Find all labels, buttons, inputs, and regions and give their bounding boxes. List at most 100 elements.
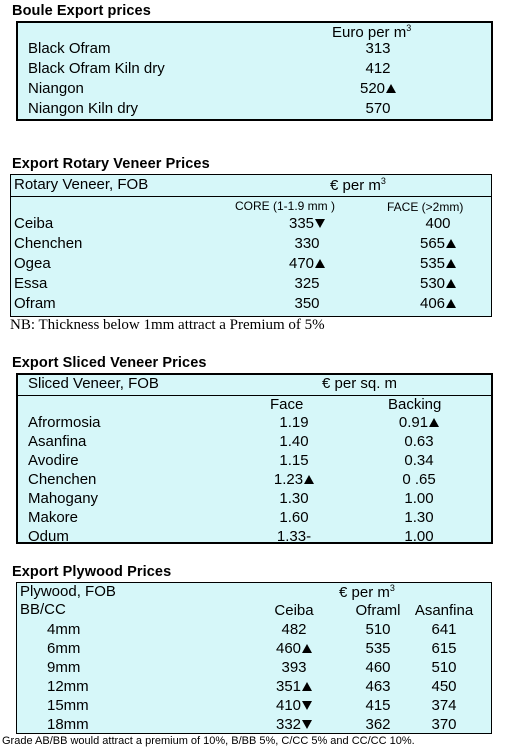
rotary-row-core: 470	[267, 255, 347, 272]
plywood-row-size: 12mm	[47, 678, 89, 695]
plywood-row-value: 374	[431, 697, 457, 714]
plywood-row-size: 4mm	[47, 621, 81, 638]
rotary-row-core: 335	[267, 215, 347, 232]
rotary-note: NB: Thickness below 1mm attract a Premiu…	[10, 317, 325, 333]
sliced-row-name: Afrormosia	[28, 414, 101, 431]
rotary-row-face: 406	[403, 295, 473, 312]
rotary-row-name: Chenchen	[14, 235, 83, 252]
sliced-row-backing: 1.00	[404, 528, 434, 545]
sliced-col-backing: Backing	[388, 396, 442, 413]
sliced-row-backing: 0.63	[404, 433, 434, 450]
plywood-row-value: 362	[365, 716, 391, 733]
sliced-row-name: Asanfina	[28, 433, 87, 450]
rotary-row-face: 535	[403, 255, 473, 272]
plywood-row-value: 415	[365, 697, 391, 714]
boule-table: Euro per m3 Black Ofram 313 Black Ofram Ki…	[16, 21, 493, 121]
sliced-title: Export Sliced Veneer Prices	[12, 355, 207, 371]
plywood-row-value: 351	[259, 678, 329, 695]
boule-row-name: Niangon Kiln dry	[28, 100, 139, 117]
plywood-row-value: 332	[259, 716, 329, 733]
plywood-row-size: 18mm	[47, 716, 89, 733]
plywood-row-value: 450	[431, 678, 457, 695]
plywood-row-value: 641	[431, 621, 457, 638]
sliced-row-face: 1.30	[279, 490, 309, 507]
plywood-row-value: 535	[365, 640, 391, 657]
plywood-row-value: 393	[281, 659, 307, 676]
sliced-header: Sliced Veneer, FOB	[28, 375, 159, 392]
plywood-row-value: 410	[259, 697, 329, 714]
boule-row-name: Niangon	[28, 80, 84, 97]
plywood-row-value: 463	[365, 678, 391, 695]
sliced-row-backing: 0.91	[374, 414, 464, 431]
rotary-unit-label: € per m	[330, 177, 381, 194]
plywood-title: Export Plywood Prices	[12, 564, 172, 580]
rotary-row-name: Essa	[14, 275, 48, 292]
sliced-row-face: 1.33-	[276, 528, 312, 545]
sliced-row-face: 1.40	[279, 433, 309, 450]
rotary-table: Rotary Veneer, FOB € per m3 CORE (1-1.9 …	[10, 174, 492, 317]
sliced-row-backing: 1.00	[404, 490, 434, 507]
plywood-row-size: 15mm	[47, 697, 89, 714]
sliced-unit: € per sq. m	[322, 375, 398, 392]
plywood-row-value: 482	[281, 621, 307, 638]
plywood-row-value: 510	[365, 621, 391, 638]
boule-unit: Euro per m3	[332, 23, 411, 41]
boule-row-name: Black Ofram Kiln dry	[28, 60, 165, 77]
sliced-row-backing: 0.34	[404, 452, 434, 469]
plywood-row-value: 615	[431, 640, 457, 657]
sliced-row-face: 1.23	[254, 471, 334, 488]
rotary-row-core: 325	[294, 275, 320, 292]
plywood-col-header: Oframl	[355, 602, 401, 619]
plywood-row-value: 510	[431, 659, 457, 676]
sliced-row-face: 1.19	[279, 414, 309, 431]
plywood-col-header: Asanfina	[414, 602, 474, 619]
rotary-col-core: CORE (1-1.9 mm )	[235, 199, 336, 213]
boule-row-price: 520	[338, 80, 418, 97]
boule-unit-label: Euro per m	[332, 24, 407, 41]
plywood-unit-sup: 3	[389, 583, 395, 593]
rotary-col-face: FACE (>2mm)	[387, 200, 464, 214]
boule-row-price: 570	[365, 100, 391, 117]
sliced-row-backing: 1.30	[404, 509, 434, 526]
boule-row-price: 313	[365, 40, 391, 57]
sliced-row-name: Chenchen	[28, 471, 97, 488]
plywood-header: Plywood, FOB	[20, 583, 116, 600]
plywood-row-size: 9mm	[47, 659, 81, 676]
sliced-header-row: Sliced Veneer, FOB € per sq. m	[18, 375, 491, 396]
sliced-col-face: Face	[270, 396, 304, 413]
plywood-row-value: 460	[259, 640, 329, 657]
plywood-col-header: Ceiba	[274, 602, 314, 619]
plywood-row-value: 460	[365, 659, 391, 676]
plywood-note: Grade AB/BB would attract a premium of 1…	[2, 735, 415, 747]
plywood-row-value: 370	[431, 716, 457, 733]
rotary-row-core: 330	[294, 235, 320, 252]
sliced-row-face: 1.15	[279, 452, 309, 469]
rotary-row-face: 400	[425, 215, 451, 232]
rotary-row-core: 350	[294, 295, 320, 312]
sliced-row-name: Makore	[28, 509, 79, 526]
plywood-grade: BB/CC	[20, 601, 66, 618]
rotary-header-row: Rotary Veneer, FOB € per m3	[11, 175, 491, 197]
boule-row-price: 412	[365, 60, 391, 77]
rotary-row-face: 530	[403, 275, 473, 292]
rotary-row-face: 565	[403, 235, 473, 252]
boule-title: Boule Export prices	[12, 3, 151, 19]
sliced-row-name: Odum	[28, 528, 69, 545]
sliced-row-name: Avodire	[28, 452, 79, 469]
rotary-title: Export Rotary Veneer Prices	[12, 156, 210, 172]
sliced-table: Sliced Veneer, FOB € per sq. m Face Back…	[16, 373, 493, 545]
sliced-row-face: 1.60	[279, 509, 309, 526]
rotary-header: Rotary Veneer, FOB	[14, 176, 149, 193]
boule-row-name: Black Ofram	[28, 40, 111, 57]
rotary-row-name: Ofram	[14, 295, 56, 312]
sliced-row-name: Mahogany	[28, 490, 99, 507]
rotary-unit-sup: 3	[380, 176, 386, 186]
rotary-unit: € per m3	[330, 176, 386, 194]
sliced-row-backing: 0 .65	[402, 471, 436, 488]
plywood-unit: € per m3	[339, 583, 395, 601]
plywood-row-size: 6mm	[47, 640, 81, 657]
boule-unit-sup: 3	[406, 23, 412, 33]
plywood-table: Plywood, FOB BB/CC € per m3 Ceiba Oframl A…	[16, 582, 492, 734]
rotary-row-name: Ceiba	[14, 215, 54, 232]
plywood-unit-label: € per m	[339, 584, 390, 601]
